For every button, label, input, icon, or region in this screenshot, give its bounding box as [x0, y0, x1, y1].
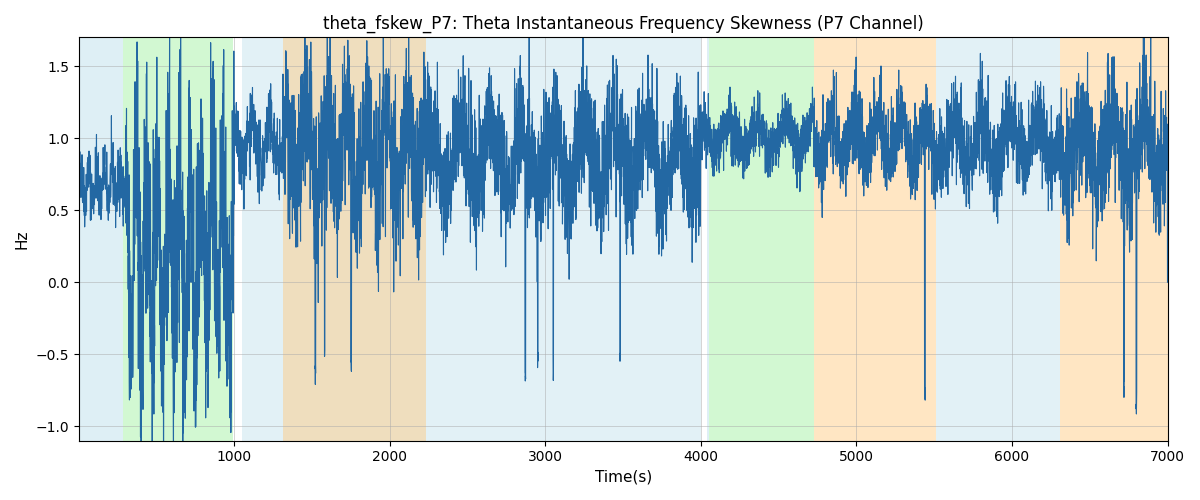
- Bar: [79, 38, 124, 440]
- Bar: [124, 38, 233, 440]
- Bar: [709, 38, 815, 440]
- Bar: [283, 38, 426, 440]
- Bar: [1060, 38, 1168, 440]
- Title: theta_fskew_P7: Theta Instantaneous Frequency Skewness (P7 Channel): theta_fskew_P7: Theta Instantaneous Freq…: [323, 15, 924, 34]
- Bar: [936, 38, 1060, 440]
- Bar: [707, 38, 709, 440]
- Bar: [815, 38, 936, 440]
- Bar: [242, 38, 701, 440]
- Y-axis label: Hz: Hz: [14, 230, 30, 249]
- X-axis label: Time(s): Time(s): [594, 470, 652, 485]
